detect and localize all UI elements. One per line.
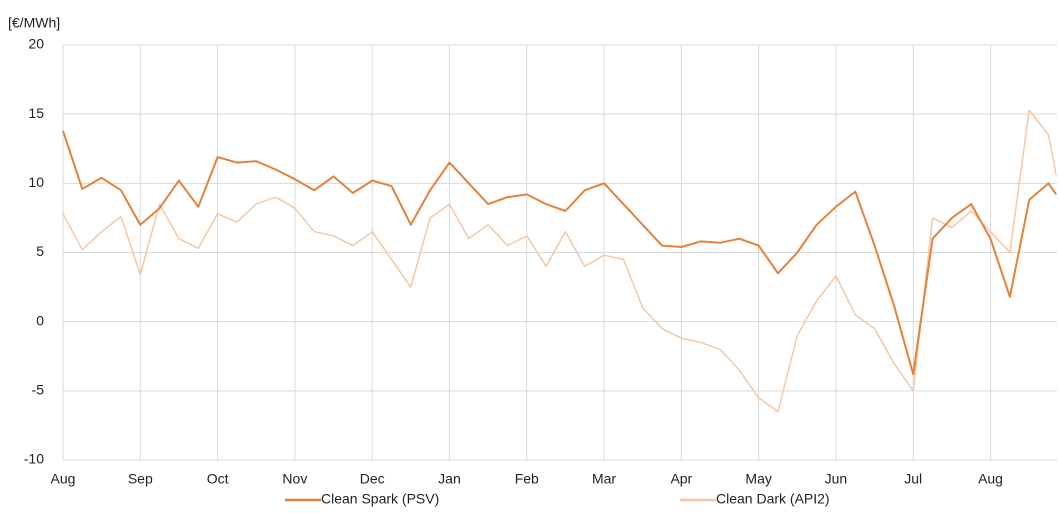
series-line [62, 130, 1058, 376]
legend-label: Clean Spark (PSV) [321, 491, 439, 507]
x-tick-label: Jun [825, 471, 848, 487]
x-tick-label: Apr [670, 471, 692, 487]
x-tick-label: Aug [51, 471, 76, 487]
x-tick-label: Sep [128, 471, 153, 487]
y-tick-label: 10 [28, 174, 44, 190]
x-tick-label: Jan [438, 471, 461, 487]
y-tick-label: 0 [36, 312, 44, 328]
x-tick-label: Dec [360, 471, 385, 487]
y-tick-label: 15 [28, 105, 44, 121]
x-tick-label: May [745, 471, 771, 487]
y-tick-label: 5 [36, 243, 44, 259]
series-line [62, 109, 1057, 413]
x-tick-label: Oct [207, 471, 229, 487]
y-tick-label: -5 [32, 382, 45, 398]
x-tick-label: Aug [978, 471, 1003, 487]
x-tick-label: Nov [282, 471, 307, 487]
y-unit-label: [€/MWh] [8, 15, 60, 31]
y-tick-label: 20 [28, 36, 44, 52]
x-tick-label: Jul [904, 471, 922, 487]
y-tick-label: -10 [24, 451, 44, 467]
x-tick-label: Mar [592, 471, 616, 487]
legend-label: Clean Dark (API2) [716, 491, 830, 507]
x-tick-label: Feb [515, 471, 539, 487]
